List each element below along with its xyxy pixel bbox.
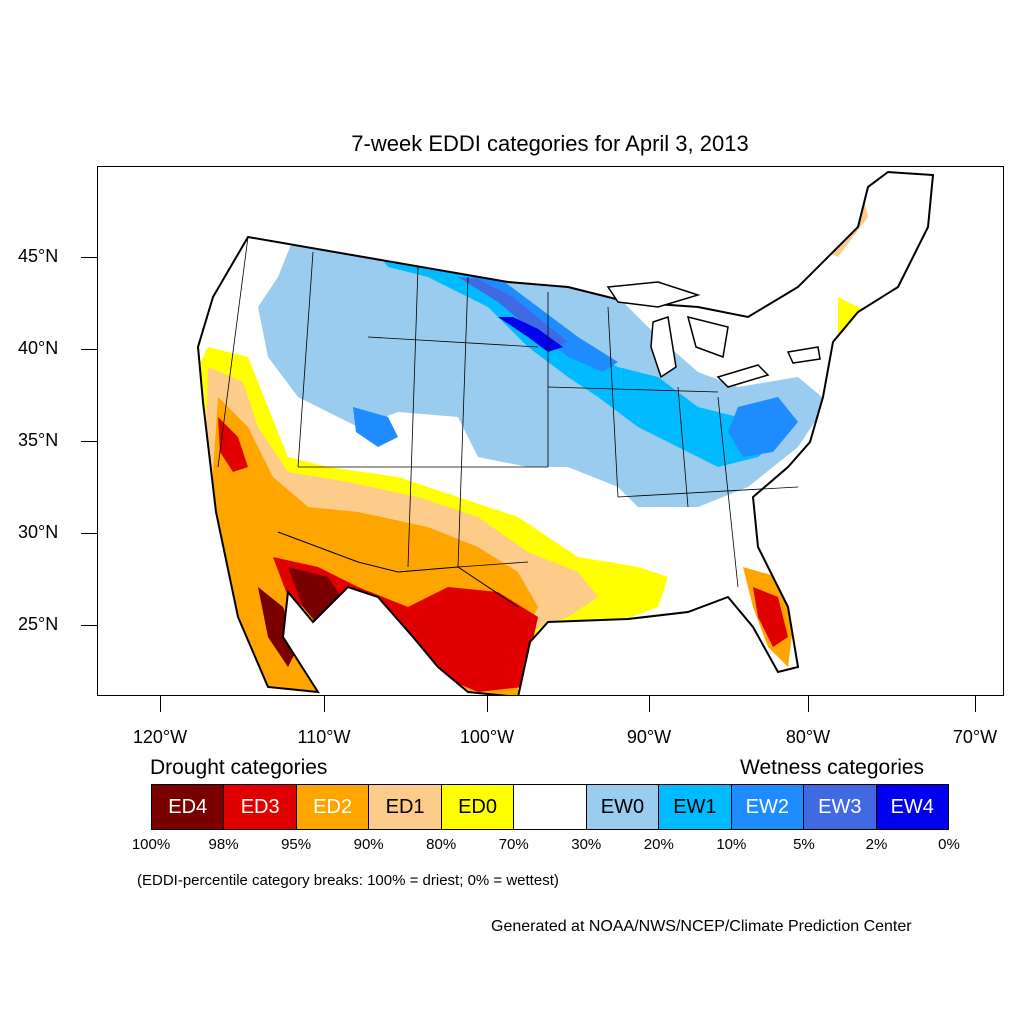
lon-tick: [160, 696, 161, 712]
legend-swatch-ed0: ED0: [441, 785, 515, 829]
lon-tick: [487, 696, 488, 712]
percentile-break-label: 98%: [208, 836, 239, 853]
credit-text: Generated at NOAA/NWS/NCEP/Climate Predi…: [491, 918, 912, 935]
lon-tick: [975, 696, 976, 712]
category-legend: ED4 ED3 ED2 ED1 ED0 EW0 EW1 EW2 EW3 EW4: [151, 784, 949, 830]
lon-tick: [324, 696, 325, 712]
lat-label-35: 35°N: [18, 430, 59, 450]
lon-label-100: 100°W: [459, 727, 515, 747]
lon-label-120: 120°W: [132, 727, 188, 747]
percentile-break-label: 0%: [938, 836, 960, 853]
lon-label-80: 80°W: [785, 727, 831, 747]
great-lakes: [606, 281, 821, 388]
legend-swatch-ew3: EW3: [804, 785, 877, 829]
us-canada-border: [247, 236, 509, 283]
category-shading: [198, 172, 933, 695]
percentile-break-label: 100%: [131, 836, 171, 853]
legend-swatch-ew1: EW1: [659, 785, 732, 829]
legend-swatch-ew2: EW2: [731, 785, 805, 829]
percentile-break-label: 2%: [865, 836, 888, 853]
percentile-break-label: 95%: [281, 836, 312, 853]
lon-tick: [649, 696, 650, 712]
lat-tick: [81, 625, 97, 626]
lat-label-25: 25°N: [18, 614, 59, 634]
lat-tick: [81, 533, 97, 534]
legend-swatch-ed4: ED4: [152, 785, 225, 829]
legend-note: (EDDI-percentile category breaks: 100% =…: [137, 872, 559, 889]
percentile-break-label: 30%: [571, 836, 602, 853]
lon-label-110: 110°W: [297, 727, 351, 747]
lat-tick: [81, 349, 97, 350]
percentile-break-label: 70%: [498, 836, 529, 853]
legend-swatch-ed3: ED3: [224, 785, 297, 829]
map-title: 7-week EDDI categories for April 3, 2013: [351, 131, 749, 156]
percentile-break-label: 10%: [716, 836, 747, 853]
lon-tick: [808, 696, 809, 712]
us-mexico-border: [277, 531, 519, 608]
legend-swatch-neutral: [514, 785, 587, 829]
lon-label-70: 70°W: [952, 727, 998, 747]
state-borders: [217, 236, 799, 588]
lat-tick: [81, 257, 97, 258]
percentile-break-label: 80%: [426, 836, 457, 853]
lat-tick: [81, 441, 97, 442]
lon-label-90: 90°W: [626, 727, 672, 747]
legend-swatch-ew4: EW4: [876, 785, 948, 829]
lat-label-30: 30°N: [18, 522, 59, 542]
legend-swatch-ew0: EW0: [586, 785, 660, 829]
lat-label-45: 45°N: [18, 246, 59, 266]
drought-heading: Drought categories: [150, 756, 328, 779]
legend-swatch-ed2: ED2: [296, 785, 370, 829]
coastline: [196, 170, 935, 695]
percentile-break-label: 5%: [793, 836, 815, 853]
legend-swatch-ed1: ED1: [369, 785, 442, 829]
conus-map-svg: [196, 170, 935, 695]
eddi-map: [97, 166, 1004, 696]
wetness-heading: Wetness categories: [740, 756, 925, 779]
percentile-break-label: 90%: [353, 836, 384, 853]
lat-label-40: 40°N: [18, 338, 59, 358]
percentile-break-label: 20%: [643, 836, 674, 853]
